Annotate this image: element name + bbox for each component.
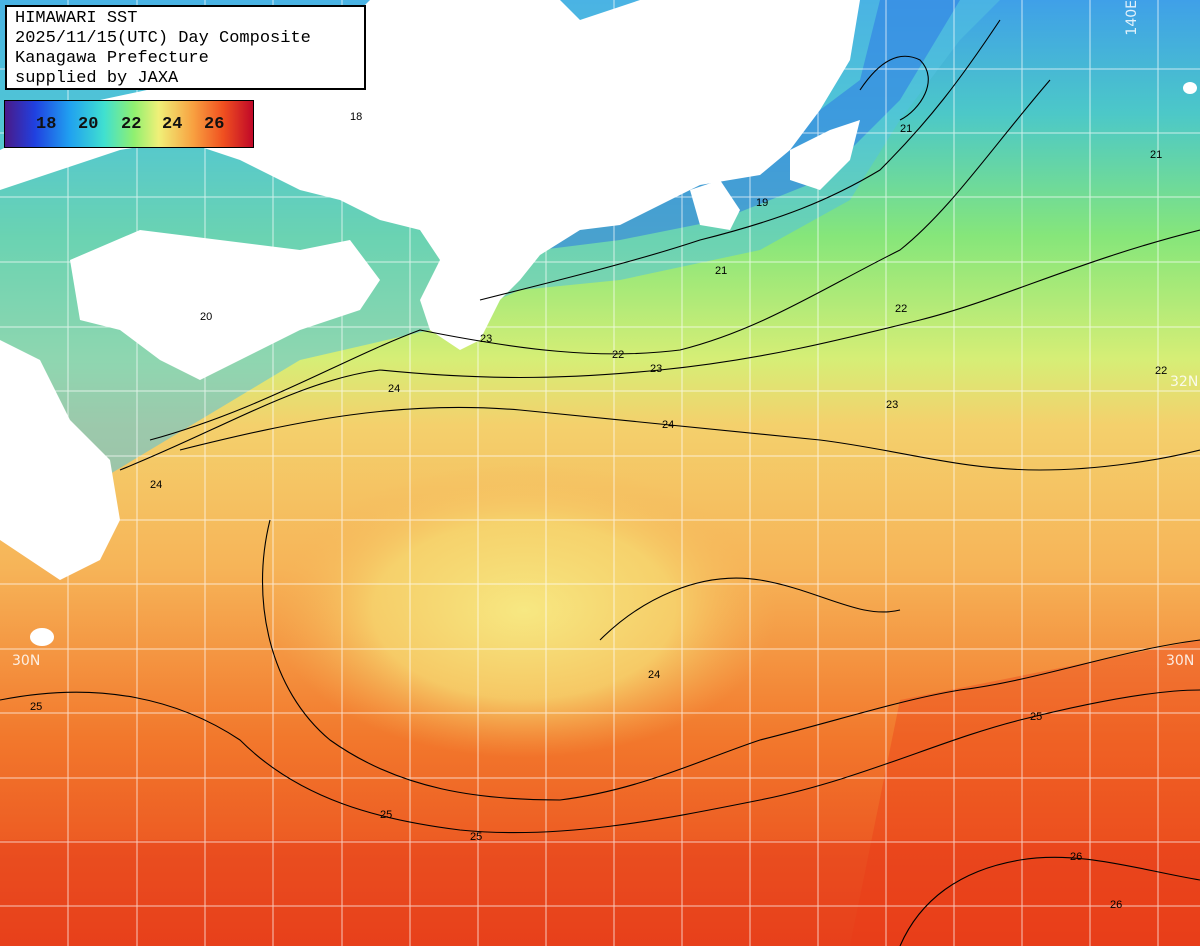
contour-label: 23 (886, 399, 898, 411)
contour-label: 25 (30, 701, 42, 713)
colorbar-tick: 20 (78, 115, 99, 134)
title-line-4: supplied by JAXA (15, 69, 179, 88)
contour-label: 24 (150, 479, 162, 491)
contour-label: 25 (380, 809, 392, 821)
isotherm-25 (0, 689, 1200, 834)
land-island-ne (1183, 82, 1197, 94)
warm-southeast (850, 640, 1200, 946)
warm-pool-shade (200, 350, 920, 770)
colorbar-tick: 22 (121, 115, 142, 134)
isotherm-26 (899, 856, 1200, 946)
contour-label: 26 (1110, 899, 1122, 911)
lon-label-140e: 140E (1124, 0, 1140, 36)
isotherm-22 (149, 79, 1051, 441)
contour-label: 21 (715, 265, 727, 277)
colorbar-tick: 24 (162, 115, 183, 134)
lat-label-30n-right: 30N (1166, 653, 1195, 669)
warm-south-band (0, 840, 1200, 946)
land-shikoku (70, 230, 380, 380)
title-box: HIMAWARI SST 2025/11/15(UTC) Day Composi… (5, 5, 366, 90)
contour-label: 23 (650, 363, 662, 375)
contour-label: 20 (200, 311, 212, 323)
lat-label-30n-left: 30N (12, 653, 41, 669)
isotherm-23 (119, 229, 1200, 471)
title-line-3: Kanagawa Prefecture (15, 49, 209, 68)
isotherm-bay (859, 55, 929, 121)
contour-label: 19 (756, 197, 768, 209)
isotherm-24 (179, 406, 1200, 471)
contour-label: 22 (895, 303, 907, 315)
isotherm-inner-loop (599, 577, 901, 641)
colorbar-gradient (5, 101, 253, 147)
contour-label: 24 (388, 383, 400, 395)
land-izu-peninsula (690, 180, 740, 230)
title-line-2: 2025/11/15(UTC) Day Composite (15, 29, 311, 48)
land-tanegashima (30, 628, 54, 646)
contour-label: 24 (648, 669, 660, 681)
isotherm-24-south (261, 519, 1200, 801)
colorbar-legend: 18 20 22 24 26 (4, 100, 254, 148)
colorbar-tick: 26 (204, 115, 225, 134)
land-boso (790, 120, 860, 190)
contour-label: 21 (1150, 149, 1162, 161)
contour-label: 18 (350, 111, 362, 123)
contour-label: 25 (1030, 711, 1042, 723)
contour-label: 23 (480, 333, 492, 345)
contour-label: 24 (662, 419, 674, 431)
isotherms (0, 19, 1200, 946)
contour-label: 21 (900, 123, 912, 135)
contour-label-group: 24 24 24 24 23 23 23 22 22 22 21 21 21 2… (30, 111, 1167, 911)
lat-label-32n-right: 32N (1170, 374, 1199, 390)
contour-label: 22 (612, 349, 624, 361)
colorbar-tick: 18 (36, 115, 57, 134)
title-line-1: HIMAWARI SST (15, 9, 138, 28)
contour-label: 22 (1155, 365, 1167, 377)
isotherm-21 (479, 19, 1001, 301)
contour-label: 25 (470, 831, 482, 843)
contour-label: 26 (1070, 851, 1082, 863)
lon-label-136e: 136E (484, 2, 500, 38)
